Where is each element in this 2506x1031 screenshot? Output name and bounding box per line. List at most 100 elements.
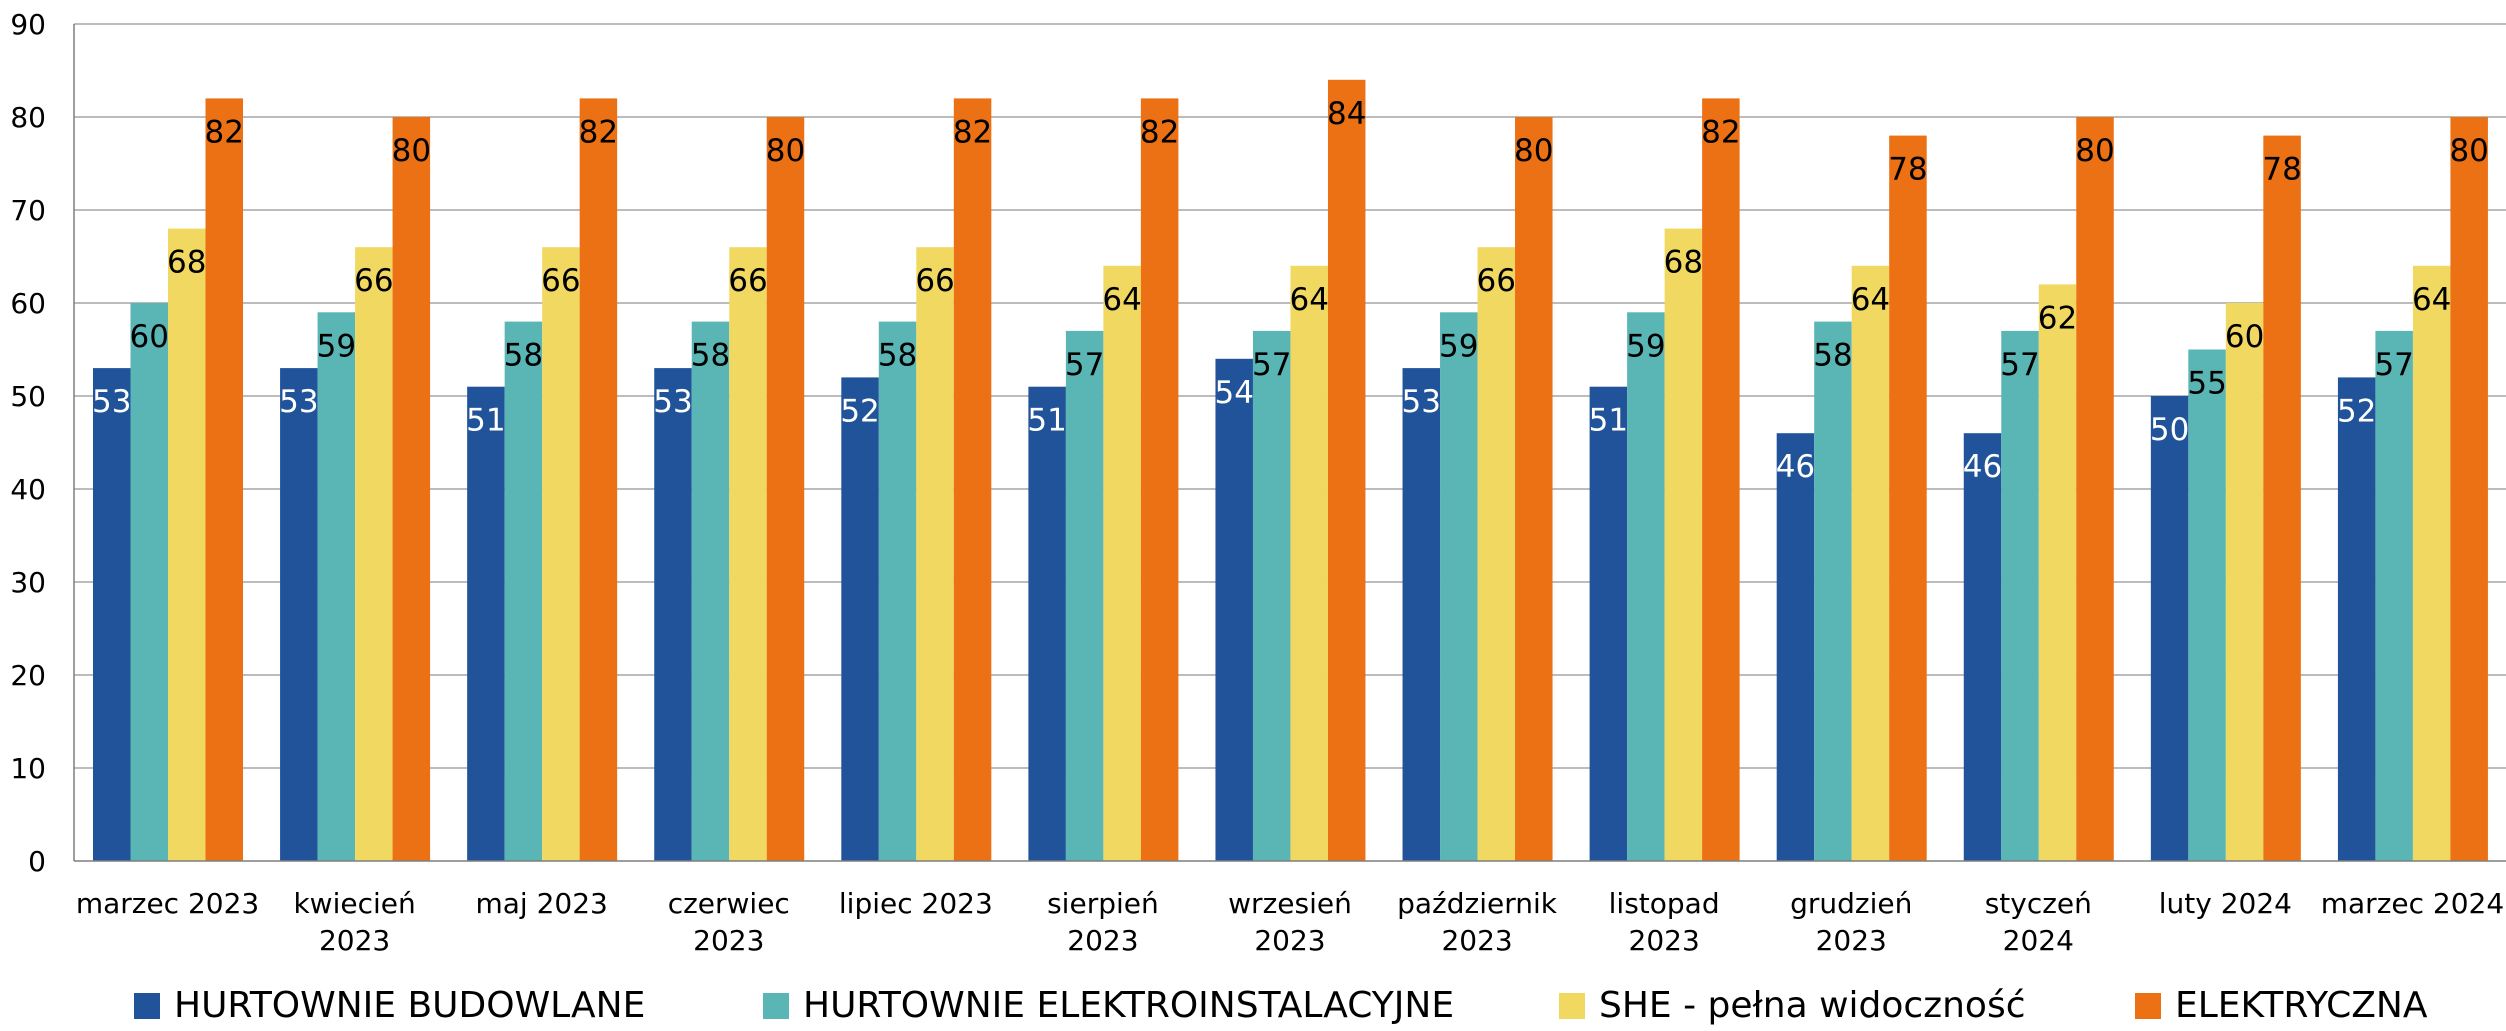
bar-she-pelna-widocznosc-grudzien-2023[interactable] xyxy=(1851,265,1890,861)
axes xyxy=(73,24,2506,862)
data-label-hurtownie-budowlane-wrzesien-2023: 54 xyxy=(1214,375,1253,411)
bar-she-pelna-widocznosc-styczen-2024[interactable] xyxy=(2038,284,2077,861)
x-tick-label-listopad-2023: listopad 2023 xyxy=(1609,887,1720,957)
data-label-hurtownie-elektroinstalacyjne-czerwiec-2023: 58 xyxy=(691,338,730,374)
bar-she-pelna-widocznosc-lipiec-2023[interactable] xyxy=(916,247,954,861)
bar-hurtownie-budowlane-maj-2023[interactable] xyxy=(467,386,505,861)
data-label-hurtownie-elektroinstalacyjne-maj-2023: 58 xyxy=(504,338,543,374)
bar-hurtownie-elektroinstalacyjne-pazdziernik-2023[interactable] xyxy=(1440,312,1478,861)
legend: HURTOWNIE BUDOWLANE HURTOWNIE ELEKTROINS… xyxy=(0,985,2506,1031)
bar-she-pelna-widocznosc-pazdziernik-2023[interactable] xyxy=(1477,247,1516,861)
bar-elektryczna-pazdziernik-2023[interactable] xyxy=(1515,117,1553,861)
bar-she-pelna-widocznosc-listopad-2023[interactable] xyxy=(1664,228,1703,862)
data-label-hurtownie-budowlane-luty-2024: 50 xyxy=(2150,412,2189,448)
data-label-hurtownie-budowlane-grudzien-2023: 46 xyxy=(1776,449,1815,485)
data-label-she-pelna-widocznosc-marzec-2023: 68 xyxy=(167,245,206,281)
legend-label-hurtownie-budowlane: HURTOWNIE BUDOWLANE xyxy=(174,985,646,1026)
bar-hurtownie-budowlane-sierpien-2023[interactable] xyxy=(1028,386,1066,861)
bars xyxy=(93,79,2488,862)
data-label-elektryczna-czerwiec-2023: 80 xyxy=(766,133,805,169)
bar-hurtownie-budowlane-czerwiec-2023[interactable] xyxy=(654,368,692,861)
bar-hurtownie-budowlane-listopad-2023[interactable] xyxy=(1589,386,1628,861)
bar-elektryczna-luty-2024[interactable] xyxy=(2263,135,2301,862)
bar-she-pelna-widocznosc-maj-2023[interactable] xyxy=(542,247,580,861)
data-label-elektryczna-grudzien-2023: 78 xyxy=(1888,152,1927,188)
data-label-hurtownie-budowlane-pazdziernik-2023: 53 xyxy=(1402,384,1441,420)
legend-item-hurtownie-budowlane[interactable]: HURTOWNIE BUDOWLANE xyxy=(134,985,645,1026)
legend-label-hurtownie-elektroinstalacyjne: HURTOWNIE ELEKTROINSTALACYJNE xyxy=(803,985,1455,1026)
data-label-she-pelna-widocznosc-marzec-2024: 64 xyxy=(2412,282,2451,318)
bar-hurtownie-budowlane-pazdziernik-2023[interactable] xyxy=(1402,368,1441,861)
bar-she-pelna-widocznosc-czerwiec-2023[interactable] xyxy=(729,247,767,861)
bar-hurtownie-budowlane-marzec-2024[interactable] xyxy=(2337,377,2376,861)
bar-hurtownie-elektroinstalacyjne-czerwiec-2023[interactable] xyxy=(691,321,730,862)
bar-hurtownie-elektroinstalacyjne-marzec-2024[interactable] xyxy=(2375,330,2413,861)
data-label-she-pelna-widocznosc-lipiec-2023: 66 xyxy=(915,263,954,299)
data-label-elektryczna-pazdziernik-2023: 80 xyxy=(1514,133,1553,169)
bar-hurtownie-elektroinstalacyjne-listopad-2023[interactable] xyxy=(1627,312,1665,861)
x-tick-label-kwiecien-2023: kwiecień 2023 xyxy=(293,887,415,957)
data-label-hurtownie-elektroinstalacyjne-marzec-2023: 60 xyxy=(130,319,169,355)
bar-hurtownie-budowlane-luty-2024[interactable] xyxy=(2150,396,2189,861)
bar-hurtownie-elektroinstalacyjne-maj-2023[interactable] xyxy=(504,321,543,862)
bar-elektryczna-grudzien-2023[interactable] xyxy=(1889,135,1927,862)
bar-hurtownie-budowlane-kwiecien-2023[interactable] xyxy=(280,368,318,861)
bar-hurtownie-budowlane-marzec-2023[interactable] xyxy=(93,368,131,861)
data-label-hurtownie-budowlane-maj-2023: 51 xyxy=(466,403,505,439)
data-label-hurtownie-elektroinstalacyjne-lipiec-2023: 58 xyxy=(878,338,917,374)
bar-she-pelna-widocznosc-marzec-2023[interactable] xyxy=(168,228,206,862)
bar-she-pelna-widocznosc-luty-2024[interactable] xyxy=(2225,303,2264,861)
bar-hurtownie-elektroinstalacyjne-wrzesien-2023[interactable] xyxy=(1252,330,1291,861)
x-tick-label-maj-2023: maj 2023 xyxy=(476,887,608,920)
legend-swatch-hurtownie-elektroinstalacyjne xyxy=(763,992,789,1019)
y-tick-label-30: 30 xyxy=(10,566,46,599)
bar-she-pelna-widocznosc-sierpien-2023[interactable] xyxy=(1103,265,1141,861)
bar-hurtownie-elektroinstalacyjne-marzec-2023[interactable] xyxy=(130,303,169,861)
bar-hurtownie-elektroinstalacyjne-kwiecien-2023[interactable] xyxy=(317,312,356,861)
data-label-hurtownie-elektroinstalacyjne-sierpien-2023: 57 xyxy=(1065,347,1104,383)
bar-hurtownie-budowlane-grudzien-2023[interactable] xyxy=(1776,433,1815,861)
data-label-hurtownie-elektroinstalacyjne-kwiecien-2023: 59 xyxy=(317,328,356,364)
bar-elektryczna-maj-2023[interactable] xyxy=(579,98,618,861)
bar-she-pelna-widocznosc-kwiecien-2023[interactable] xyxy=(355,247,393,861)
data-label-she-pelna-widocznosc-maj-2023: 66 xyxy=(541,263,580,299)
bar-she-pelna-widocznosc-wrzesien-2023[interactable] xyxy=(1290,265,1328,861)
x-tick-label-grudzien-2023: grudzień 2023 xyxy=(1790,887,1912,957)
bar-hurtownie-budowlane-wrzesien-2023[interactable] xyxy=(1215,358,1253,861)
bar-hurtownie-elektroinstalacyjne-lipiec-2023[interactable] xyxy=(878,321,917,862)
x-tick-label-luty-2024: luty 2024 xyxy=(2159,887,2292,920)
bar-elektryczna-marzec-2024[interactable] xyxy=(2450,117,2488,861)
x-tick-label-wrzesien-2023: wrzesień 2023 xyxy=(1228,887,1352,957)
bar-hurtownie-budowlane-lipiec-2023[interactable] xyxy=(841,377,879,861)
data-label-hurtownie-budowlane-sierpien-2023: 51 xyxy=(1027,403,1066,439)
bar-hurtownie-elektroinstalacyjne-sierpien-2023[interactable] xyxy=(1065,330,1104,861)
legend-label-elektryczna: ELEKTRYCZNA xyxy=(2175,985,2428,1026)
bar-elektryczna-sierpien-2023[interactable] xyxy=(1140,98,1179,861)
data-label-she-pelna-widocznosc-styczen-2024: 62 xyxy=(2038,300,2077,336)
data-label-hurtownie-budowlane-marzec-2023: 53 xyxy=(92,384,131,420)
bar-elektryczna-marzec-2023[interactable] xyxy=(205,98,244,861)
bar-elektryczna-lipiec-2023[interactable] xyxy=(953,98,992,861)
legend-item-elektryczna[interactable]: ELEKTRYCZNA xyxy=(2135,985,2427,1026)
bar-she-pelna-widocznosc-marzec-2024[interactable] xyxy=(2412,265,2451,861)
bar-elektryczna-styczen-2024[interactable] xyxy=(2076,117,2114,861)
bar-elektryczna-wrzesien-2023[interactable] xyxy=(1327,79,1366,862)
y-tick-label-20: 20 xyxy=(10,659,46,692)
x-tick-label-czerwiec-2023: czerwiec 2023 xyxy=(668,887,790,957)
bar-hurtownie-elektroinstalacyjne-grudzien-2023[interactable] xyxy=(1814,321,1852,862)
data-label-elektryczna-marzec-2023: 82 xyxy=(205,114,244,150)
legend-swatch-elektryczna xyxy=(2135,992,2161,1019)
bar-elektryczna-kwiecien-2023[interactable] xyxy=(392,117,431,861)
legend-item-she-pelna-widocznosc[interactable]: SHE - pełna widoczność xyxy=(1559,985,2026,1026)
data-label-hurtownie-elektroinstalacyjne-listopad-2023: 59 xyxy=(1626,328,1665,364)
data-label-hurtownie-elektroinstalacyjne-pazdziernik-2023: 59 xyxy=(1439,328,1478,364)
bar-hurtownie-elektroinstalacyjne-luty-2024[interactable] xyxy=(2188,349,2226,862)
bar-hurtownie-elektroinstalacyjne-styczen-2024[interactable] xyxy=(2001,330,2039,861)
legend-item-hurtownie-elektroinstalacyjne[interactable]: HURTOWNIE ELEKTROINSTALACYJNE xyxy=(763,985,1454,1026)
bar-elektryczna-czerwiec-2023[interactable] xyxy=(766,117,805,861)
bar-elektryczna-listopad-2023[interactable] xyxy=(1702,98,1740,861)
data-label-elektryczna-styczen-2024: 80 xyxy=(2075,133,2114,169)
bar-hurtownie-budowlane-styczen-2024[interactable] xyxy=(1963,433,2002,861)
data-label-elektryczna-kwiecien-2023: 80 xyxy=(392,133,431,169)
data-label-hurtownie-elektroinstalacyjne-styczen-2024: 57 xyxy=(2000,347,2039,383)
